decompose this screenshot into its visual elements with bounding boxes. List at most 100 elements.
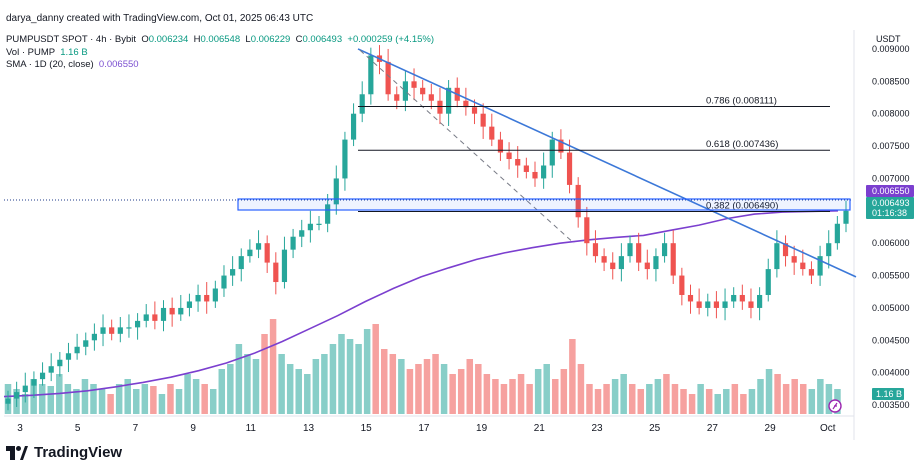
candle-body [610, 262, 616, 270]
candle-body [14, 392, 20, 399]
last-price-badge-text: 0.006493 [872, 198, 910, 208]
y-tick-label: 0.007000 [872, 173, 910, 183]
candle-body [152, 314, 158, 321]
candle-body [230, 269, 236, 276]
volume-bar [594, 389, 602, 414]
x-tick-label: 29 [765, 423, 777, 434]
volume-bar [457, 369, 465, 414]
x-tick-label: 9 [190, 423, 196, 434]
x-tick-label: 21 [534, 423, 546, 434]
y-tick-label: 0.005500 [872, 271, 910, 281]
close-value: 0.006493 [302, 34, 343, 45]
x-tick-label: 25 [649, 423, 661, 434]
volume-bar [765, 369, 773, 414]
volume-legend-value: 1.16 B [60, 47, 88, 58]
candle-body [722, 301, 728, 308]
candle-body [368, 55, 374, 95]
volume-bar [748, 389, 756, 414]
high-value: 0.006548 [200, 34, 241, 45]
y-tick-label: 0.007500 [872, 141, 910, 151]
last-price-badge [866, 197, 914, 219]
volume-bar [560, 369, 568, 414]
volume-bar [218, 369, 226, 414]
volume-bar [81, 379, 89, 414]
candle-body [273, 262, 279, 283]
candle-body [584, 217, 590, 244]
volume-legend: Vol · PUMP 1.16 B [6, 47, 88, 58]
volume-bar [611, 379, 619, 414]
volume-bar [355, 344, 362, 414]
volume-bar [799, 384, 807, 414]
candle-body [463, 100, 469, 108]
candle-body [5, 398, 11, 404]
volume-bar [808, 389, 816, 414]
volume-bar [338, 334, 345, 414]
volume-bar [509, 379, 516, 414]
sma-price-badge-text: 0.006550 [872, 186, 910, 196]
candle-body [290, 236, 296, 250]
sma-line [3, 210, 839, 398]
volume-bar [723, 389, 730, 414]
volume-bar [654, 379, 662, 414]
candle-body [489, 126, 495, 140]
volume-bar [227, 364, 234, 414]
volume-bar [680, 389, 687, 414]
candle-body [679, 275, 685, 295]
volume-bar [389, 354, 397, 414]
volume-bar [21, 394, 29, 414]
volume-bar [312, 359, 320, 414]
candle-body [65, 353, 72, 360]
volume-bar [321, 354, 328, 414]
candle-body [143, 314, 149, 321]
volume-bar [782, 384, 790, 414]
volume-bar [543, 364, 550, 414]
open-label: O [141, 34, 149, 45]
symbol-label: PUMPUSDT SPOT · 4h · Bybit [6, 34, 137, 45]
candle-body [385, 61, 391, 95]
volume-bar [620, 374, 627, 414]
candle-body [566, 152, 573, 185]
volume-bar [175, 389, 183, 414]
candle-body [471, 107, 478, 114]
candle-body [800, 262, 806, 270]
candle-body [169, 307, 175, 315]
credit-line: darya_danny created with TradingView.com… [6, 13, 314, 24]
x-tick-label: 7 [133, 423, 139, 434]
tradingview-wordmark: TradingView [34, 444, 123, 461]
candle-body [731, 294, 737, 302]
candle-body [221, 275, 227, 289]
candle-body [826, 243, 832, 257]
candle-body [394, 94, 400, 101]
candle-body [532, 171, 538, 179]
fib-swing-line [359, 49, 575, 244]
y-tick-label: 0.006000 [872, 238, 910, 248]
candle-body [420, 87, 426, 95]
volume-bar [415, 364, 422, 414]
volume-bar [124, 379, 131, 414]
volume-bar [380, 349, 388, 414]
volume-bar [363, 329, 371, 414]
candle-body [195, 294, 201, 302]
y-tick-label: 0.005000 [872, 303, 910, 313]
candle-body [402, 81, 408, 101]
candle-body [515, 159, 521, 166]
x-tick-label: 5 [75, 423, 81, 434]
volume-bar [261, 334, 268, 414]
candle-body [480, 113, 486, 127]
volume-bar [64, 384, 72, 414]
volume-bar [714, 394, 721, 414]
candle-body [109, 327, 115, 334]
candle-body [834, 223, 840, 244]
candle-body [325, 204, 331, 224]
candle-body [817, 256, 823, 276]
candle-body [117, 327, 123, 334]
candle-body [687, 294, 694, 302]
candle-body [636, 243, 642, 263]
candle-body [437, 100, 443, 114]
candle-body [186, 301, 193, 308]
sma-legend: SMA · 1D (20, close) 0.006550 [6, 59, 139, 70]
candle-body [446, 87, 452, 114]
volume-bar [517, 374, 525, 414]
candle-body [791, 256, 797, 263]
